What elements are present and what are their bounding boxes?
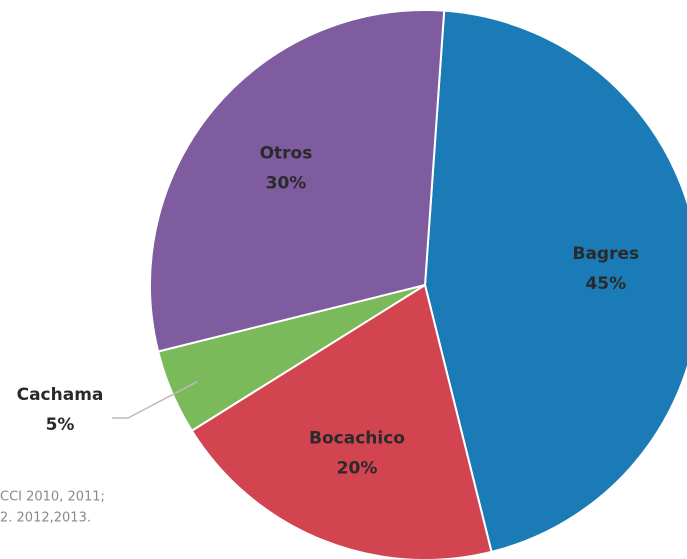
source-line: CCI 2010, 2011; xyxy=(0,490,105,505)
slice-label: Bagres xyxy=(572,244,639,264)
slice-value: 30% xyxy=(266,173,307,193)
slice-label: Cachama xyxy=(17,385,104,405)
pie-slice xyxy=(423,9,687,554)
pie-slice xyxy=(149,9,446,353)
slice-value: 45% xyxy=(585,274,626,294)
source-line: 2. 2012,2013. xyxy=(0,511,91,526)
slice-value: 20% xyxy=(337,458,378,478)
slice-label: Bocachico xyxy=(309,428,405,448)
slice-value: 5% xyxy=(46,415,75,435)
slice-label: Otros xyxy=(260,143,313,163)
leader-line xyxy=(112,381,198,419)
